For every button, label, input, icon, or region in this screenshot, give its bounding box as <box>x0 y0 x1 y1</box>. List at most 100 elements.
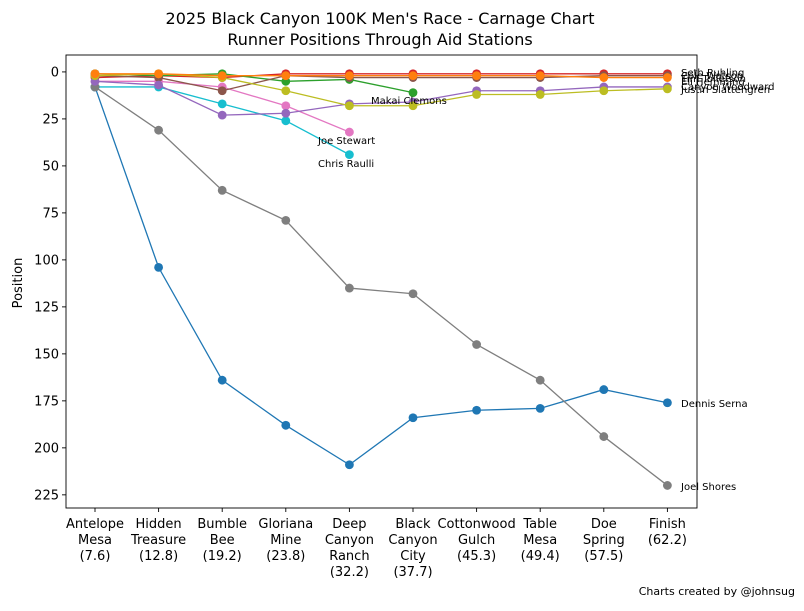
data-point <box>535 403 545 413</box>
series-line <box>94 73 668 79</box>
x-tick-label-line: Mesa <box>78 533 112 548</box>
data-point <box>408 71 418 81</box>
data-point <box>281 108 291 118</box>
series-annotation-tim-tollefson: Tim Tollefson <box>680 74 746 85</box>
x-tick-label-line: (12.8) <box>139 549 178 564</box>
series-annotation-joe-stewart: Joe Stewart <box>317 136 375 147</box>
x-tick-label-line: Table <box>522 517 557 532</box>
y-tick-label: 200 <box>34 441 59 456</box>
series-line <box>94 73 668 107</box>
x-tick-label-line: (45.3) <box>457 549 496 564</box>
data-point <box>217 110 227 120</box>
data-point <box>408 101 418 111</box>
x-tick-label: Bumble Bee (19.2) <box>197 517 247 564</box>
y-axis-label: Position <box>11 258 26 309</box>
data-point <box>154 80 164 90</box>
data-point <box>345 101 354 111</box>
data-point <box>535 71 545 81</box>
data-point <box>408 88 418 97</box>
x-tick-label-line: (57.5) <box>584 549 623 564</box>
data-point <box>281 101 291 111</box>
x-tick-label-line: Mine <box>270 533 301 548</box>
x-tick-label-line: Finish <box>649 517 686 532</box>
y-tick-label: 0 <box>51 65 59 80</box>
data-point <box>281 71 291 81</box>
x-tick-label-line: Black <box>395 517 431 532</box>
series-line <box>94 86 668 486</box>
series-tim-tollefson <box>90 69 672 82</box>
series-annotation-eli-hemming: Eli Hemming <box>681 77 745 88</box>
x-tick-label-line: Gulch <box>458 533 495 548</box>
series-annotation-justin-slattengren: Justin Slattengren <box>680 85 770 96</box>
x-tick-label-line: Doe <box>591 517 617 532</box>
x-tick-label: Doe Spring (57.5) <box>583 517 625 564</box>
data-point <box>472 90 481 99</box>
y-tick-label: 50 <box>42 159 59 174</box>
data-point <box>345 71 354 81</box>
data-point <box>599 73 609 82</box>
x-tick-label-line: (32.2) <box>330 565 369 580</box>
x-tick-label-line: Hidden <box>136 517 182 532</box>
x-tick-label: Table Mesa (49.4) <box>521 517 560 564</box>
data-point <box>281 116 291 126</box>
data-point <box>599 86 609 96</box>
data-point <box>663 73 672 82</box>
x-tick-label: Cottonwood Gulch (45.3) <box>437 517 515 564</box>
series-annotation-makai-clemons: Makai Clemons <box>371 96 447 107</box>
data-point <box>408 289 418 299</box>
series-dennis-serna <box>90 82 672 470</box>
chart-title-line2: Runner Positions Through Aid Stations <box>227 30 532 49</box>
series-annotation-cole-watson: Cole Watson <box>681 71 743 82</box>
data-point <box>345 460 354 470</box>
data-point <box>472 71 481 81</box>
y-tick-label: 25 <box>42 112 59 127</box>
x-tick-label-line: (7.6) <box>80 549 111 564</box>
chart-credit: Charts created by @johnsug <box>639 585 795 598</box>
data-point <box>154 263 164 272</box>
x-tick-label: Antelope Mesa (7.6) <box>66 517 124 564</box>
series-annotation-canyon-woodward: Canyon Woodward <box>681 82 774 93</box>
y-tick-label: 125 <box>34 300 59 315</box>
x-tick-label-line: (19.2) <box>203 549 242 564</box>
data-point <box>345 283 354 293</box>
series-line <box>94 80 668 116</box>
data-point <box>217 185 227 195</box>
x-tick-label-line: Deep <box>332 517 366 532</box>
x-tick-label-line: Canyon <box>325 533 374 548</box>
x-tick-label-line: City <box>400 549 426 564</box>
series-line <box>94 73 414 94</box>
x-tick-label-line: Ranch <box>329 549 369 564</box>
data-point <box>281 216 291 225</box>
x-tick-label: Black Canyon City (37.7) <box>388 517 437 580</box>
data-point <box>281 420 291 430</box>
chart-title-line1: 2025 Black Canyon 100K Men's Race - Carn… <box>166 9 595 28</box>
x-tick-label-line: Spring <box>583 533 625 548</box>
plot-frame <box>65 54 698 509</box>
x-tick-label-line: Gloriana <box>258 517 313 532</box>
series-annotation-seth-ruhling: Seth Ruhling <box>681 68 744 79</box>
data-point <box>663 398 672 408</box>
x-tick-label-line: Treasure <box>130 533 186 548</box>
data-point <box>345 150 354 160</box>
x-tick-label-line: Bee <box>210 533 235 548</box>
data-point <box>535 90 545 99</box>
data-point <box>154 125 164 135</box>
x-tick-label-line: (49.4) <box>521 549 560 564</box>
data-point <box>217 375 227 385</box>
data-point <box>217 99 227 109</box>
data-point <box>217 71 227 81</box>
x-tick-label-line: (62.2) <box>648 533 687 548</box>
x-tick-label-line: (23.8) <box>266 549 305 564</box>
y-tick-label: 100 <box>34 253 59 268</box>
series-line <box>95 73 668 79</box>
data-point <box>345 127 354 137</box>
y-tick-label: 150 <box>34 347 59 362</box>
x-tick-label: Gloriana Mine (23.8) <box>258 517 313 564</box>
data-point <box>472 340 481 349</box>
x-tick-label-line: Bumble <box>197 517 247 532</box>
x-tick-label-line: Mesa <box>523 533 557 548</box>
series-annotation-dennis-serna: Dennis Serna <box>681 399 748 410</box>
data-point <box>599 385 609 394</box>
